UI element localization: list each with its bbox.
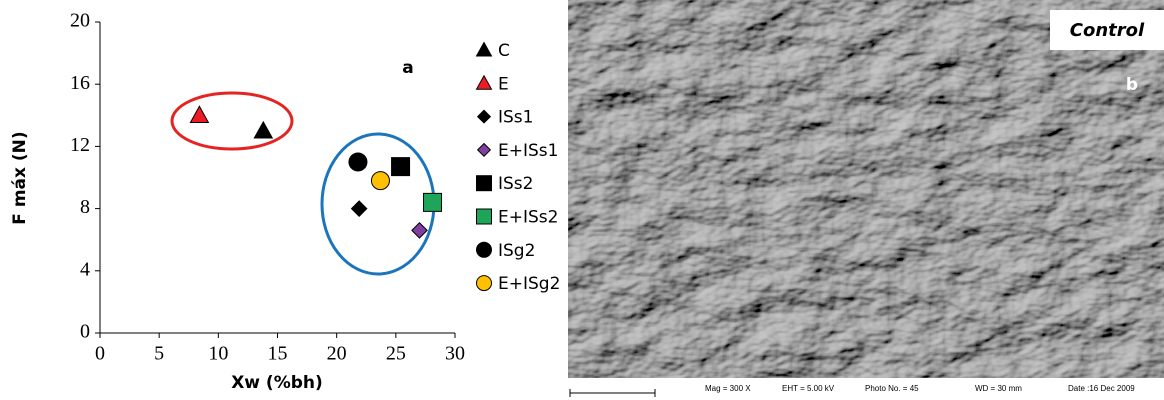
legend-label: C [498,41,510,61]
legend: CE ISs1 E+ISs1 ISs2 E+ISs2 ISg2 E+ISg2 [477,41,561,294]
info-text: Date :16 Dec 2009 [1068,384,1135,393]
data-point [412,223,427,238]
highlight-ellipse [322,134,434,274]
y-tick-label: 4 [80,258,90,280]
micrograph-label: Control [1070,20,1145,41]
x-tick-label: 10 [208,343,228,365]
y-tick-label: 8 [80,196,90,218]
legend-label: E+ISs1 [498,141,558,161]
info-text: Photo No. = 45 [865,384,919,393]
data-point [349,153,367,171]
panel-label: b [1126,75,1138,95]
legend-marker [477,43,492,57]
legend-marker [477,276,492,291]
legend-marker [478,110,491,123]
micrograph-image [568,0,1164,378]
x-tick-label: 0 [95,343,105,365]
info-text: Mag = 300 X [705,384,751,393]
y-axis-label: F máx (N) [10,131,30,224]
y-tick-label: 16 [70,72,90,94]
legend-label: E+ISg2 [498,274,560,294]
legend-label: ISg2 [498,241,535,261]
legend-marker [478,144,491,157]
x-tick-label: 25 [386,343,406,365]
x-tick-label: 30 [445,343,465,365]
legend-marker [477,176,492,191]
legend-label: E+ISs2 [498,208,558,228]
x-tick-label: 5 [154,343,164,365]
data-point [352,201,367,216]
legend-label: ISs2 [498,174,533,194]
legend-marker [477,242,492,257]
legend-marker [477,209,492,224]
legend-marker [477,76,492,90]
scale-bar-label: 100µm [572,377,597,386]
data-point [392,158,410,176]
highlight-ellipse [172,93,292,149]
y-tick-label: 12 [70,134,90,156]
figure: F máx (N) Xw (%bh) a 0 4 8 12 16 20 0 5 10 15 20 25… [0,0,1164,400]
info-text: WD = 30 mm [975,384,1022,393]
data-point [424,193,442,211]
info-text: EHT = 5.00 kV [782,384,835,393]
panel-label: a [402,58,413,78]
legend-label: E [498,74,509,94]
y-tick-label: 20 [70,10,90,32]
x-tick-label: 20 [327,343,347,365]
data-point [371,172,389,190]
data-point [254,122,272,138]
legend-label: ISs1 [498,108,533,128]
y-tick-label: 0 [80,321,90,343]
data-point [190,106,208,122]
x-axis-label: Xw (%bh) [231,373,323,393]
x-tick-label: 15 [268,343,288,365]
